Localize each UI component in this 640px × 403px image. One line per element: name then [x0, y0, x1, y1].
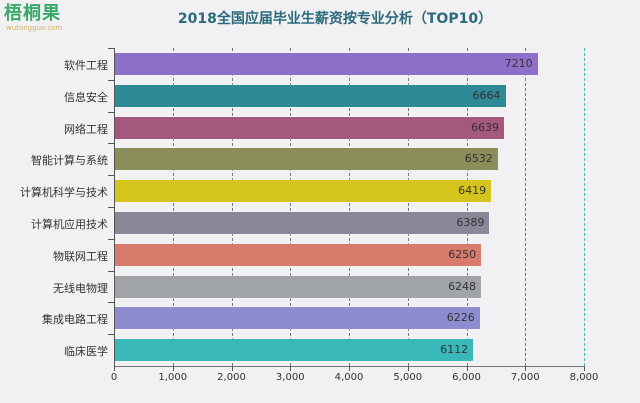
bar[interactable]: 6532 — [114, 148, 498, 171]
category-label: 物联网工程 — [53, 249, 108, 263]
category-label: 网络工程 — [64, 122, 108, 136]
bar-value-label: 6639 — [471, 120, 500, 134]
x-tick — [407, 366, 409, 371]
bar[interactable]: 6250 — [114, 243, 482, 266]
y-tick — [108, 270, 114, 272]
bar[interactable]: 6248 — [114, 275, 482, 298]
x-tick — [525, 366, 527, 371]
y-tick — [108, 207, 114, 208]
category-label: 计算机应用技术 — [31, 217, 108, 231]
x-tick-label: 6,000 — [452, 372, 481, 383]
bar[interactable]: 6419 — [114, 180, 492, 203]
x-tick-label: 8,000 — [569, 372, 599, 383]
bar-value-label: 7210 — [504, 56, 533, 70]
category-label: 计算机科学与技术 — [20, 186, 108, 200]
x-tick-label: 7,000 — [510, 372, 540, 383]
y-tick — [108, 143, 114, 145]
grid-line — [584, 48, 585, 366]
bar-value-label: 6532 — [464, 152, 493, 166]
grid-line — [172, 48, 174, 366]
x-tick — [172, 366, 174, 371]
grid-line — [525, 48, 527, 366]
x-tick-label: 2,000 — [217, 372, 246, 383]
bar-value-label: 6226 — [446, 311, 475, 325]
grid-line — [466, 48, 468, 366]
x-tick-label: 0 — [110, 372, 118, 383]
y-tick — [108, 238, 114, 240]
x-tick — [584, 366, 585, 371]
bar[interactable]: 6112 — [114, 339, 474, 362]
grid-line — [349, 48, 350, 366]
chart-title: 2018全国应届毕业生薪资按专业分析（TOP10） — [177, 11, 493, 27]
bar-value-label: 6248 — [448, 279, 477, 293]
x-tick — [114, 366, 115, 371]
x-tick — [349, 366, 350, 371]
bar-value-label: 6250 — [448, 247, 477, 261]
x-tick-label: 5,000 — [393, 372, 423, 383]
category-label: 软件工程 — [64, 58, 108, 72]
category-label: 临床医学 — [64, 345, 108, 359]
bar-value-label: 6664 — [472, 88, 501, 102]
bar[interactable]: 7210 — [114, 52, 538, 75]
bar-value-label: 6389 — [456, 215, 485, 229]
x-tick — [231, 366, 233, 371]
y-tick — [108, 175, 114, 177]
bar[interactable]: 6664 — [114, 84, 506, 107]
x-tick — [290, 366, 292, 371]
category-label: 无线电物理 — [53, 281, 108, 295]
x-tick-label: 1,000 — [158, 372, 188, 383]
grid-line — [407, 48, 409, 366]
y-tick — [108, 302, 114, 304]
bar-value-label: 6112 — [440, 343, 469, 357]
grid-line — [290, 48, 292, 366]
x-tick — [466, 366, 468, 371]
logo-text: 梧桐果 — [4, 3, 61, 24]
y-tick — [108, 111, 114, 113]
logo: 梧桐果 wutongguo.com — [4, 3, 63, 33]
plot-area: 7210 6664 6639 6532 6419 6389 6250 6248 6226 6112 — [114, 48, 585, 366]
category-label: 集成电路工程 — [42, 313, 108, 327]
x-tick-label: 3,000 — [275, 372, 305, 383]
y-tick — [108, 334, 114, 336]
y-tick — [108, 48, 114, 49]
bar[interactable]: 6226 — [114, 307, 480, 330]
y-tick — [108, 79, 114, 81]
logo-url: wutongguo.com — [6, 24, 63, 32]
grid-line — [231, 48, 233, 366]
bar-value-label: 6419 — [458, 184, 487, 198]
bar[interactable]: 6639 — [114, 116, 505, 139]
category-label: 智能计算与系统 — [31, 154, 108, 168]
y-axis — [114, 48, 115, 366]
category-label: 信息安全 — [64, 90, 108, 104]
bar[interactable]: 6389 — [114, 211, 490, 234]
x-tick-label: 4,000 — [334, 372, 364, 383]
